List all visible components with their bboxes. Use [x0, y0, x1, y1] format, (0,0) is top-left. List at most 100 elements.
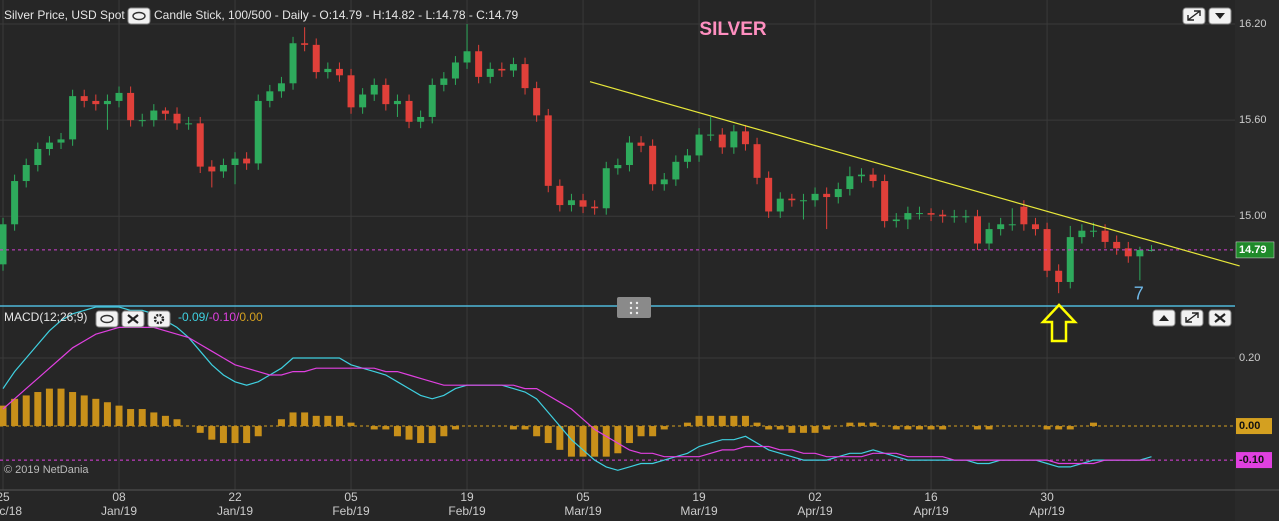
candle-body [219, 165, 227, 172]
histogram-bar [915, 426, 923, 430]
candle-body [1124, 248, 1132, 257]
candle-body [1113, 241, 1121, 249]
last-price-box [1235, 241, 1275, 259]
candle-body [533, 88, 541, 116]
copyright: © 2019 NetDania [4, 464, 89, 476]
histogram-bar [80, 395, 88, 427]
candle-body [11, 181, 19, 225]
candle-body [834, 189, 842, 198]
candle-body [776, 198, 784, 212]
candle-body [799, 200, 807, 202]
histogram-bar [591, 426, 599, 457]
candle-body [150, 110, 158, 121]
eye-button[interactable] [127, 7, 151, 25]
histogram-bar [173, 419, 181, 427]
x-tick-label: 30 [1040, 490, 1054, 504]
x-tick-label: 05 [576, 490, 590, 504]
max-icon [1187, 10, 1201, 21]
marks [0, 24, 1240, 471]
candle-body [579, 200, 587, 207]
histogram-bar [533, 426, 541, 437]
histogram-bar [904, 426, 912, 430]
histogram-bar [393, 426, 401, 437]
macd-value: -0.10/ [209, 310, 240, 324]
histogram-bar [707, 415, 715, 427]
eye-icon [132, 11, 146, 21]
histogram-bar [196, 426, 204, 433]
candle-body [382, 84, 390, 105]
candle-body [405, 100, 413, 122]
candle-body [498, 68, 506, 71]
candle-body [985, 229, 993, 244]
annotation: 7 [1134, 284, 1144, 304]
x-tick-month: Dec/18 [0, 504, 22, 518]
histogram-bar [45, 388, 53, 427]
x-tick-month: Mar/19 [680, 504, 718, 518]
histogram-bar [231, 426, 239, 444]
candle-body [730, 131, 738, 148]
arrow-annotation [1040, 303, 1078, 343]
candle-body [683, 155, 691, 162]
histogram-bar [509, 426, 517, 430]
histogram-bar [521, 426, 529, 430]
histogram-bar [208, 426, 216, 440]
max-icon [1185, 312, 1199, 323]
x-tick-month: Feb/19 [332, 504, 370, 518]
histogram-bar [312, 415, 320, 427]
candle-body [915, 213, 923, 215]
resize-handle[interactable] [617, 297, 651, 318]
candle-body [1008, 224, 1016, 226]
histogram-bar [730, 415, 738, 427]
gear-icon [153, 313, 165, 325]
candle-body [788, 198, 796, 201]
candle-body [857, 174, 865, 177]
candle-body [591, 206, 599, 209]
candle-body [231, 158, 239, 166]
histogram-bar [347, 422, 355, 427]
candle-body [428, 84, 436, 117]
x-tick-label: 19 [460, 490, 474, 504]
close-icon [127, 314, 139, 324]
histogram-bar [254, 426, 262, 437]
candle-body [1101, 230, 1109, 242]
eye-button[interactable] [95, 310, 119, 328]
x-tick-label: 16 [924, 490, 938, 504]
y-tick-label: 15.00 [1239, 210, 1267, 222]
candle-body [741, 131, 749, 145]
histogram-bar [440, 426, 448, 437]
candle-body [649, 145, 657, 185]
y-tick-label: 0.20 [1239, 352, 1260, 364]
macd-value: -0.09/ [178, 310, 209, 324]
histogram-bar [788, 426, 796, 433]
histogram-bar [823, 426, 831, 430]
settings-button[interactable] [147, 310, 171, 328]
candle-body [324, 68, 332, 73]
histogram-bar [892, 426, 900, 430]
histogram-bar [637, 426, 645, 437]
histogram-bar [428, 426, 436, 444]
trendline [589, 81, 1240, 267]
candle-body [544, 115, 552, 186]
resize-dots [629, 301, 639, 315]
histogram-bar [602, 426, 610, 457]
candle-body [22, 165, 30, 182]
candle-body [45, 142, 53, 149]
candle-body [602, 168, 610, 209]
candle-body [927, 213, 935, 215]
histogram-bar [579, 426, 587, 457]
candle-body [486, 68, 494, 77]
histogram-bar [973, 426, 981, 430]
candle-body [1066, 237, 1074, 282]
x-tick-month: Mar/19 [564, 504, 602, 518]
candle-body [69, 96, 77, 140]
histogram-bar [138, 409, 146, 427]
instrument: Silver Price, USD Spot [4, 8, 125, 22]
histogram-bar [11, 398, 19, 427]
x-tick-month: Jan/19 [217, 504, 253, 518]
candle-body [347, 75, 355, 108]
histogram-bar [243, 426, 251, 444]
candle-body [185, 123, 193, 125]
histogram-bar [34, 392, 42, 427]
histogram-bar [614, 426, 622, 454]
